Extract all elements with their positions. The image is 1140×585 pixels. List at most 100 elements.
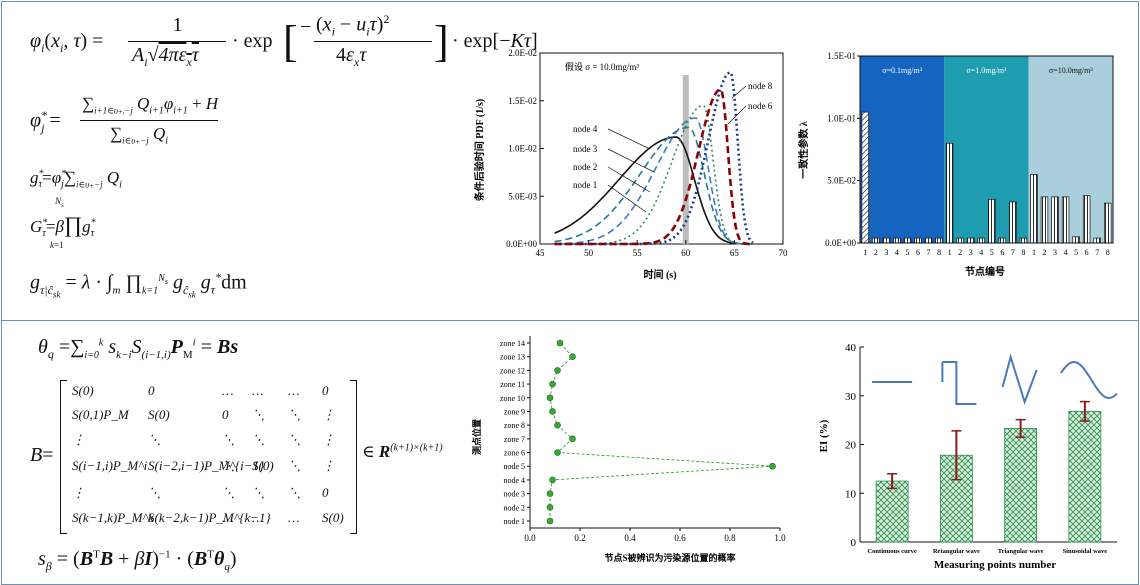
chart2-xtick-label: 1 xyxy=(1032,248,1036,257)
matrix-cell: 0 xyxy=(222,407,229,422)
eq1-den2: 4εxτ xyxy=(336,44,367,69)
chart2-xtick-label: 8 xyxy=(1021,248,1025,257)
matrix-cell: … xyxy=(252,383,264,398)
chart4-xtick-label: Sinusoidal wave xyxy=(1063,548,1108,555)
chart1-ytick-label: 5.0E-03 xyxy=(508,191,537,201)
chart3-ytick-label: node 5 xyxy=(503,462,525,471)
eq1-bracket-left: [ xyxy=(283,17,298,66)
chart1-xtick-label: 60 xyxy=(681,248,691,258)
chart4-ytick-label: 0 xyxy=(851,537,857,549)
matrix-cell: S(0) xyxy=(252,458,274,473)
eq1-num2: (xi − uiτ)2 xyxy=(316,12,390,39)
chart2-ytick-label: 0.0E+00 xyxy=(825,238,856,248)
chart2-bar xyxy=(998,237,1007,244)
eq1-fraction-bar-2 xyxy=(314,41,432,42)
matrix-cell: … xyxy=(288,383,300,398)
chart3-xtick-label: 1.0 xyxy=(774,533,786,543)
chart4-ylabel: EI (%) xyxy=(818,419,830,452)
chart2-xtick-label: 3 xyxy=(969,248,973,257)
matrix-cell: S(0) xyxy=(322,510,344,525)
chart1-xtick-label: 70 xyxy=(779,248,789,258)
chart2-panel-label: σ=0.1mg/m³ xyxy=(882,66,922,75)
chart3-ytick-label: zone 13 xyxy=(500,353,525,362)
chart3-ytick-label: zone 7 xyxy=(504,435,525,444)
chart4-bar xyxy=(1004,428,1038,543)
chart3-point xyxy=(549,476,556,484)
chart2-panel-label: σ=1.0mg/m³ xyxy=(967,66,1007,75)
chart2-bar xyxy=(1009,201,1017,244)
chart2-xtick-label: 2 xyxy=(958,248,962,257)
chart2-bar xyxy=(935,237,943,244)
chart1-label-leader xyxy=(607,128,649,149)
lambda-bar-chart: σ=0.1mg/m³1 2 3 4 5 6 7 8σ=1.0mg/m³1 2 3 4 5 6 7 8σ=10… xyxy=(797,51,1114,278)
chart4-xlabel: Measuring points number xyxy=(934,559,1056,571)
chart3-point xyxy=(554,449,561,456)
matrix-cell: … xyxy=(222,383,234,398)
chart1-xtick-label: 65 xyxy=(730,248,740,258)
chart2-bar xyxy=(1040,196,1049,244)
chart1-series-label: node 4 xyxy=(573,124,598,134)
chart2-bar xyxy=(1082,195,1091,244)
chart1-ytick-label: 1.0E-02 xyxy=(508,144,537,154)
chart3-point xyxy=(769,462,776,470)
sinusoidal-wave-icon xyxy=(1060,360,1118,400)
chart3-xtick-label: 0.4 xyxy=(624,533,636,543)
matrix-cell: ⋱ xyxy=(148,485,161,500)
chart2-xtick-label: 6 xyxy=(1085,248,1089,257)
chart3-point xyxy=(554,367,561,374)
chart2-xtick-label: 7 xyxy=(927,248,931,257)
chart2-xtick-label: 2 xyxy=(1042,248,1046,257)
chart2-bar xyxy=(1093,237,1101,244)
chart2-xtick-label: 5 xyxy=(905,248,909,257)
chart4-xtick-label: Continuous curve xyxy=(867,548,916,555)
chart1-label-leader xyxy=(731,85,747,99)
chart3-ytick-label: node 2 xyxy=(503,503,525,512)
matrix-cell: ⋱ xyxy=(252,432,265,447)
chart2-xtick-label: 3 xyxy=(884,248,888,257)
chart2-panel-bg xyxy=(860,56,945,243)
chart3-ytick-label: zone 14 xyxy=(500,339,525,348)
eq1-neg: − xyxy=(300,16,312,38)
chart1-ytick-label: 0.0E+00 xyxy=(506,239,537,249)
eq2-denominator: ∑i∈υ₊−j Qi xyxy=(110,124,169,147)
chart2-panel-label: σ=10.0mg/m³ xyxy=(1049,66,1093,75)
chart4-xtick-label: Triangular wave xyxy=(998,548,1044,555)
chart2-bar xyxy=(977,237,985,244)
chart2-bar xyxy=(861,111,869,244)
chart3-xtick-label: 0.6 xyxy=(674,533,686,543)
chart3-xtick-label: 0.0 xyxy=(524,533,536,543)
matrix-bracket-left xyxy=(60,380,67,534)
matrix-cell: ⋱ xyxy=(252,407,265,422)
matrix-cell: ⋱ xyxy=(288,485,301,500)
chart1-series-label: node 3 xyxy=(573,144,598,154)
chart3-connector xyxy=(549,342,773,521)
chart3-point xyxy=(556,339,564,347)
chart2-xtick-label: 6 xyxy=(1000,248,1004,257)
chart4-ytick-label: 10 xyxy=(845,488,857,500)
chart1-series-label: node 1 xyxy=(573,180,597,190)
triangular-wave-icon xyxy=(1001,353,1038,406)
matrix-domain: ∈ R(k+1)×(k+1) xyxy=(362,442,443,461)
matrix-cell: ⋱ xyxy=(148,432,161,447)
chart2-ytick-label: 1.5E-01 xyxy=(827,51,856,61)
matrix-cell: ⋱ xyxy=(288,407,301,422)
eq4-lower: k=1 xyxy=(50,240,64,250)
matrix-cell: S(i−2,i−1)P_M^{i−1} xyxy=(148,458,265,473)
equation-g-star: g*τ=φ*j∑i∈υ₊−j Qi xyxy=(30,168,122,191)
rectangular-wave-icon xyxy=(941,361,977,405)
matrix-cell: ⋱ xyxy=(222,432,235,447)
chart2-xtick-label: 1 xyxy=(948,248,952,257)
matrix-cell: S(0) xyxy=(72,383,94,398)
chart3-point xyxy=(569,353,576,360)
matrix-cell: … xyxy=(288,510,300,525)
matrix-cell: ⋮ xyxy=(72,432,85,447)
zone-probability-chart: 0.0 0.2 0.4 0.6 0.8 1.0 node 1 node 2 node 3 node… xyxy=(471,336,786,563)
chart1-xtick-label: 50 xyxy=(584,248,594,258)
chart3-point xyxy=(546,504,554,511)
chart2-ytick-label: 5.0E-02 xyxy=(827,176,856,186)
chart1-series-node-6 xyxy=(554,70,754,246)
chart3-ytick-label: node 1 xyxy=(503,517,525,526)
chart2-xtick-label: 4 xyxy=(1064,248,1068,257)
chart2-xtick-label: 4 xyxy=(895,248,899,257)
chart2-xtick-label: 2 xyxy=(874,248,878,257)
